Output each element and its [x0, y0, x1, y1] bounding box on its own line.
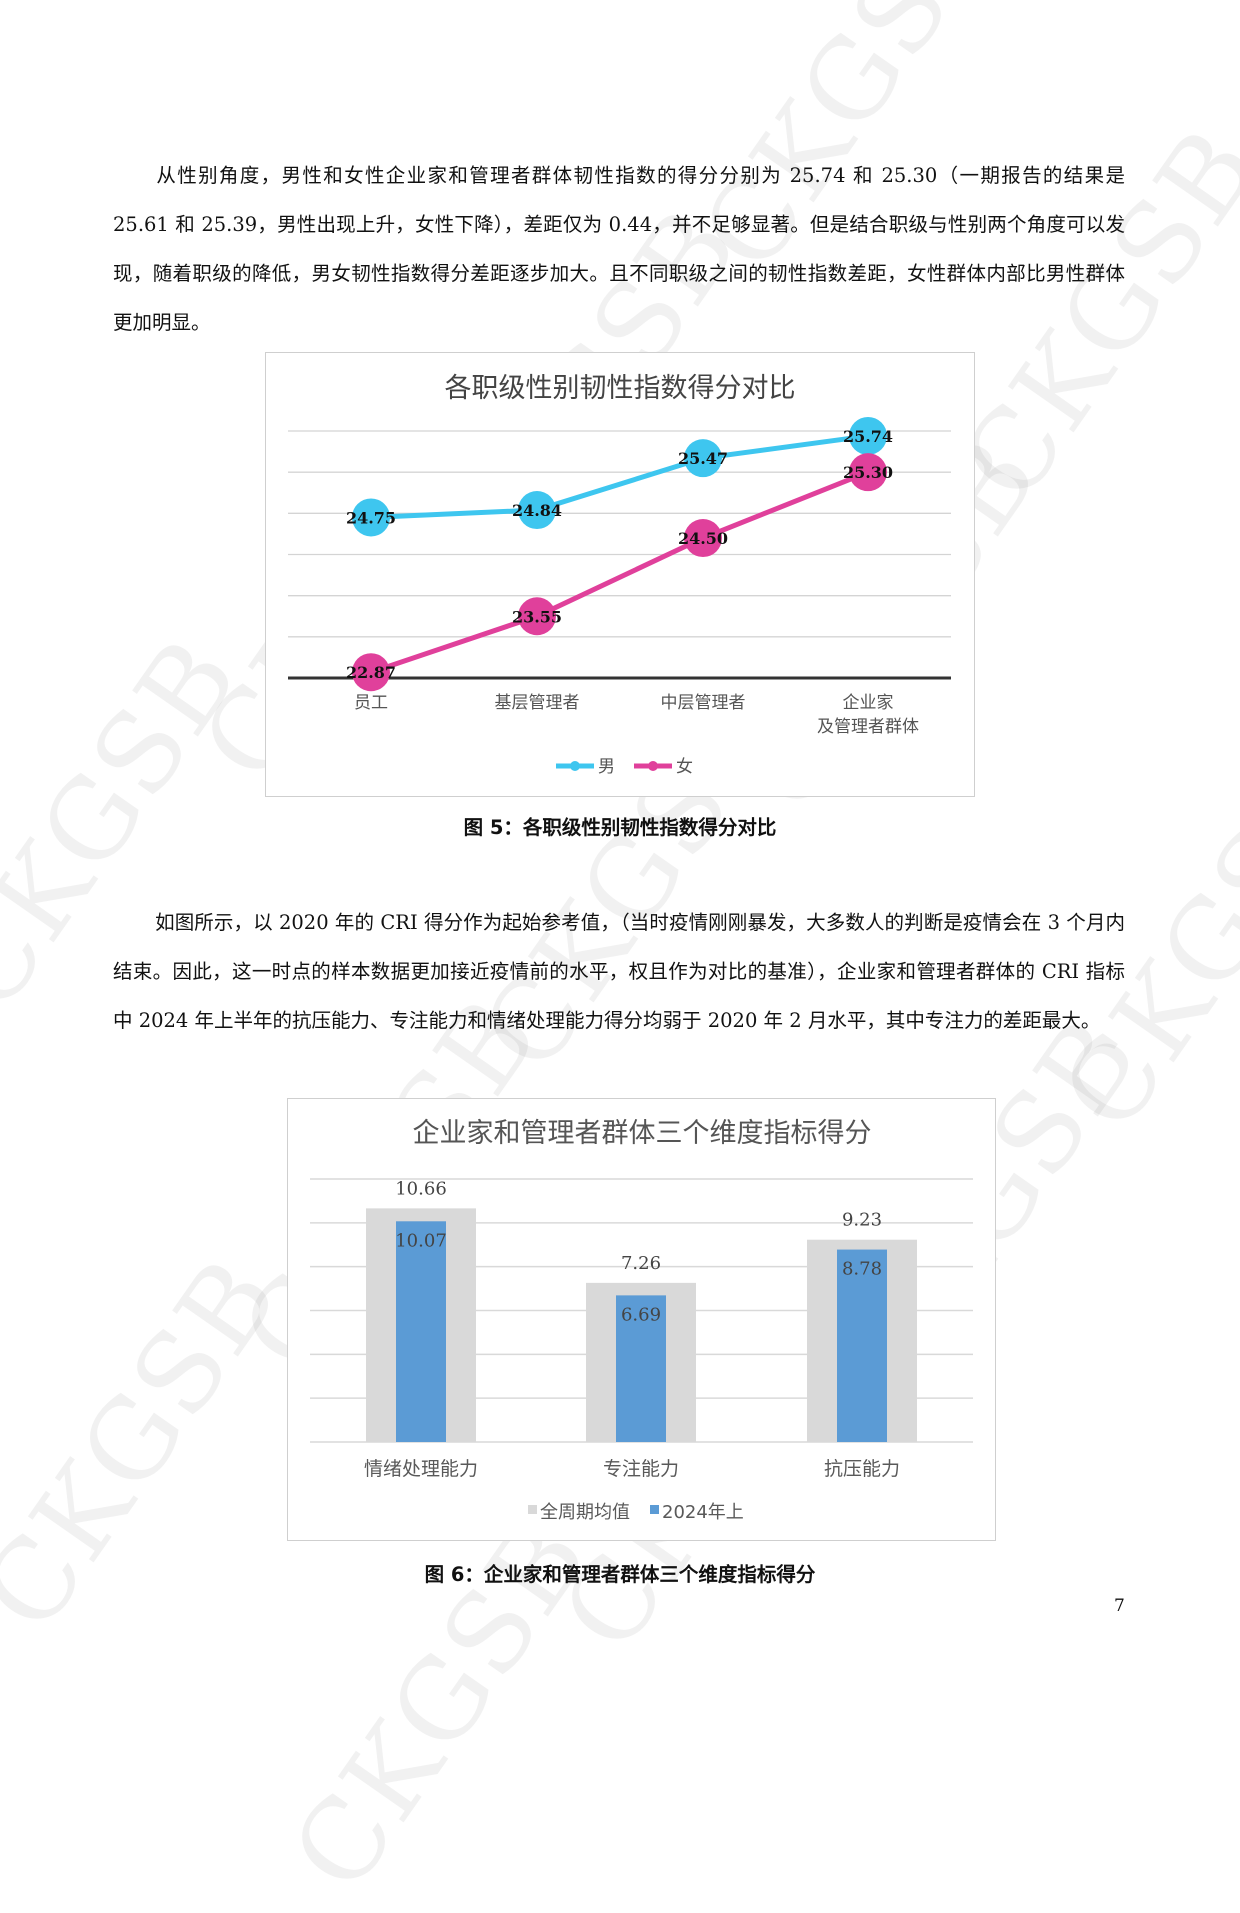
- legend-marker: [648, 761, 658, 771]
- data-label: 24.75: [346, 508, 396, 527]
- bar-2024年上: [396, 1221, 446, 1442]
- figure-caption: 图 5：各职级性别韧性指数得分对比: [463, 816, 777, 839]
- data-point: [352, 653, 390, 692]
- chart-title: 企业家和管理者群体三个维度指标得分: [413, 1118, 872, 1149]
- legend-label: 女: [676, 757, 693, 777]
- data-point: [518, 597, 556, 636]
- series-line-男: [370, 433, 869, 520]
- x-tick-label: 情绪处理能力: [364, 1458, 478, 1480]
- x-tick-label: 专注能力: [603, 1458, 679, 1480]
- page-number: 7: [1114, 1596, 1125, 1616]
- data-label: 9.23: [842, 1210, 882, 1231]
- data-point: [849, 453, 887, 492]
- data-point: [352, 498, 390, 537]
- legend-label: 全周期均值: [540, 1502, 630, 1523]
- paragraph-text: 如图所示，以 2020 年的 CRI 得分作为起始参考值，（当时疫情刚刚暴发，大…: [113, 911, 1125, 1032]
- data-label: 25.74: [843, 427, 893, 446]
- x-tick-label: 基层管理者: [495, 693, 580, 713]
- paragraph-cri: 如图所示，以 2020 年的 CRI 得分作为起始参考值，（当时疫情刚刚暴发，大…: [113, 898, 1125, 1045]
- paragraph-gender: 从性别角度，男性和女性企业家和管理者群体韧性指数的得分分别为 25.74 和 2…: [113, 151, 1125, 347]
- legend-swatch-2024年上: [650, 1505, 659, 1514]
- legend-marker: [570, 761, 580, 771]
- x-tick-label: 抗压能力: [824, 1458, 900, 1480]
- watermark: CKGSB: [0, 1235, 304, 1653]
- data-label: 24.84: [512, 501, 562, 520]
- data-point: [684, 519, 722, 558]
- data-label: 22.87: [346, 663, 396, 682]
- data-label: 10.07: [395, 1230, 447, 1251]
- x-tick-label: 员工: [354, 693, 388, 713]
- data-label: 25.47: [678, 449, 728, 468]
- data-point: [684, 439, 722, 478]
- data-label: 24.50: [678, 529, 728, 548]
- bar-2024年上: [616, 1295, 666, 1442]
- x-tick-label: 及管理者群体: [817, 717, 919, 737]
- legend-label: 2024年上: [662, 1502, 744, 1523]
- data-point: [849, 416, 887, 455]
- paragraph-text: 从性别角度，男性和女性企业家和管理者群体韧性指数的得分分别为 25.74 和 2…: [113, 164, 1125, 334]
- series-line-女: [370, 469, 869, 675]
- x-tick-label: 企业家: [843, 693, 894, 713]
- line-chart-gender-resilience: 各职级性别韧性指数得分对比员工 基层管理者 中层管理者 企业家及管理者群体 24.75 2…: [265, 352, 975, 797]
- bar-chart-three-dimensions: 企业家和管理者群体三个维度指标得分 10.66 7.26 9.23 10.07 6.69 8…: [287, 1098, 996, 1541]
- data-label: 8.78: [842, 1259, 882, 1280]
- legend-swatch-全周期均值: [528, 1505, 537, 1514]
- bar-2024年上: [837, 1249, 887, 1442]
- data-label: 7.26: [621, 1253, 661, 1274]
- data-label: 10.66: [395, 1178, 447, 1199]
- x-tick-label: 中层管理者: [661, 693, 746, 713]
- bar-chart-svg: 企业家和管理者群体三个维度指标得分 10.66 7.26 9.23 10.07 6.69 8…: [310, 1118, 973, 1523]
- figure-caption: 图 6：企业家和管理者群体三个维度指标得分: [424, 1563, 816, 1586]
- legend-label: 男: [598, 757, 615, 777]
- data-label: 6.69: [621, 1304, 661, 1325]
- data-point: [518, 491, 556, 530]
- data-label: 23.55: [512, 607, 562, 626]
- chart-title: 各职级性别韧性指数得分对比: [445, 373, 796, 404]
- data-label: 25.30: [843, 463, 893, 482]
